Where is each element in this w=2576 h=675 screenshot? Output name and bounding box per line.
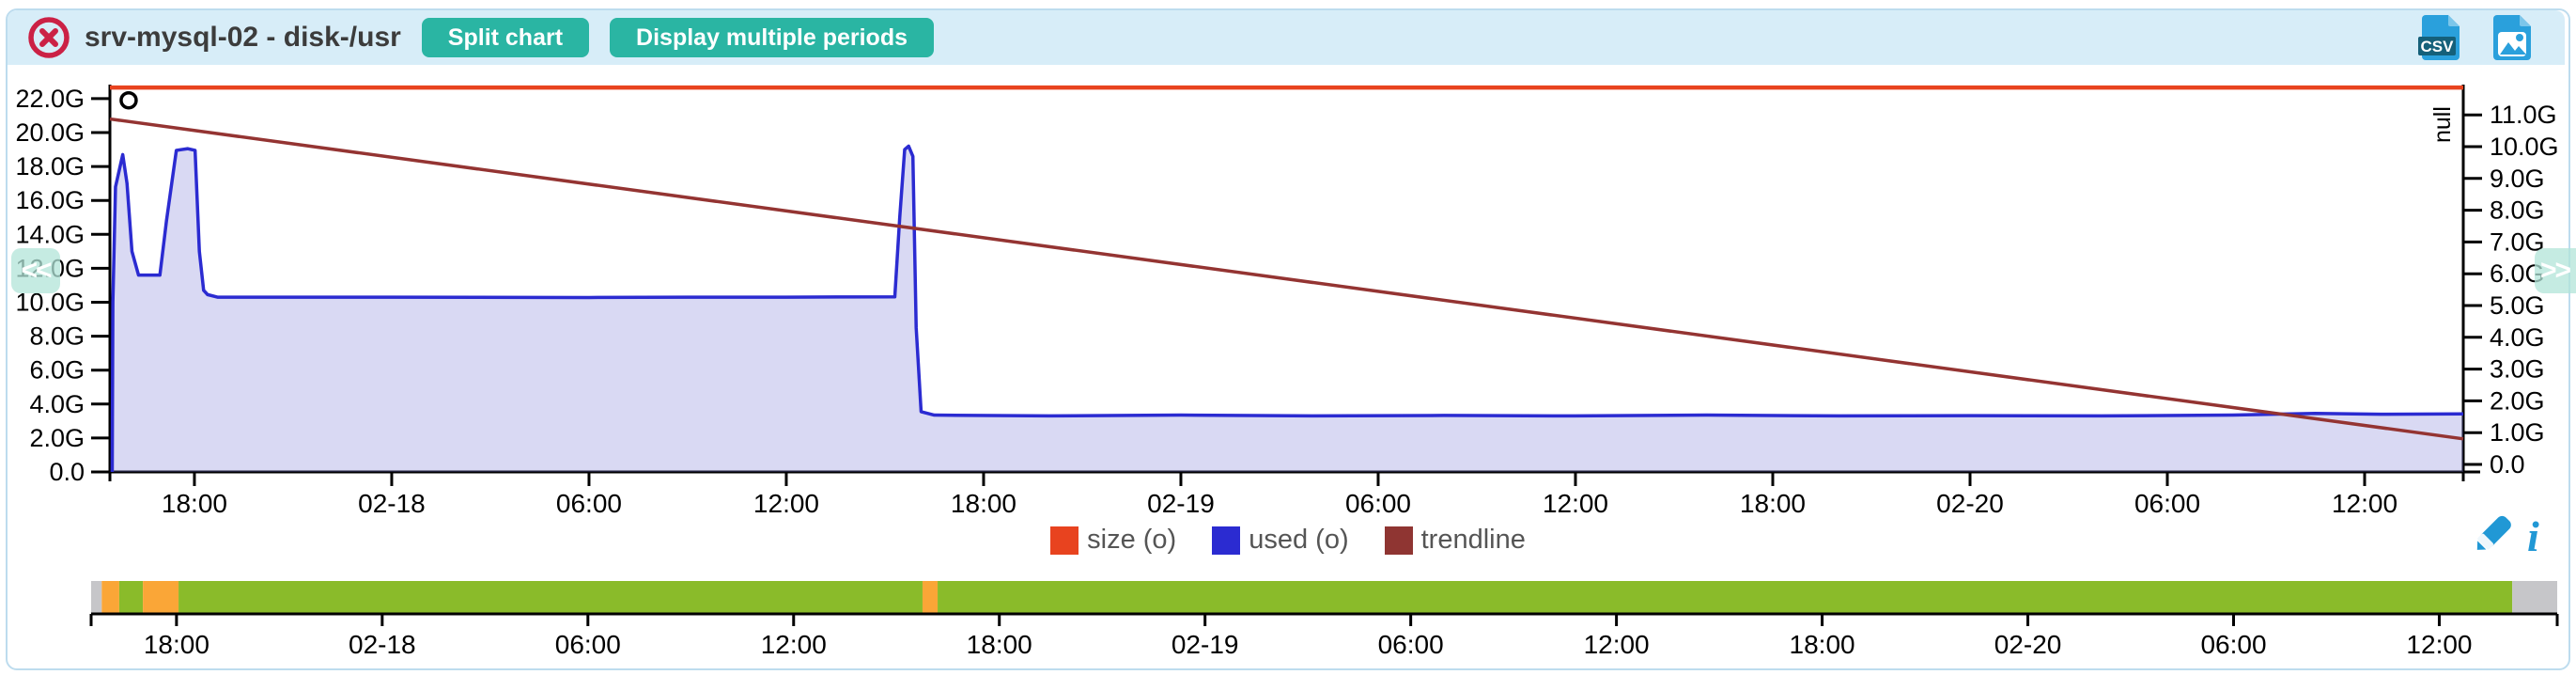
graph-panel [6,8,2570,670]
y-axis-left: 0.02.0G4.0G6.0G8.0G10.0G12.0G14.0G16.0G1… [15,85,110,486]
svg-text:18:00: 18:00 [1790,630,1855,659]
trendline-swatch [1384,526,1413,555]
svg-text:18:00: 18:00 [951,489,1016,518]
svg-text:3.0G: 3.0G [2490,355,2545,384]
display-multiple-periods-button[interactable]: Display multiple periods [610,18,934,57]
svg-text:06:00: 06:00 [2200,630,2266,659]
split-chart-button[interactable]: Split chart [421,18,590,57]
svg-text:2.0G: 2.0G [29,424,85,452]
svg-text:06:00: 06:00 [1378,630,1444,659]
size-legend-label: size (o) [1087,525,1177,555]
svg-text:18:00: 18:00 [967,630,1032,659]
svg-text:8.0G: 8.0G [29,322,85,351]
svg-text:02-20: 02-20 [1936,489,2004,518]
next-period-button[interactable]: >> [2535,248,2576,293]
close-icon[interactable] [26,15,71,60]
right-axis-title: null [2429,106,2456,143]
svg-text:8.0G: 8.0G [2490,196,2545,225]
svg-text:0.0: 0.0 [2490,450,2525,479]
svg-text:6.0G: 6.0G [29,356,85,385]
svg-text:02-18: 02-18 [349,630,416,659]
previous-period-button[interactable]: << [11,248,60,293]
svg-text:06:00: 06:00 [555,630,621,659]
svg-text:12:00: 12:00 [761,630,827,659]
svg-text:10.0G: 10.0G [2490,133,2559,161]
used-swatch [1212,526,1241,555]
export-icons: CSV [2414,11,2538,64]
panel-header: srv-mysql-02 - disk-/usr Split chart Dis… [8,10,2565,65]
svg-text:11.0G: 11.0G [2490,101,2557,129]
legend-item-trendline[interactable]: trendline [1384,525,1526,556]
legend-item-size[interactable]: size (o) [1050,525,1176,556]
svg-text:18.0G: 18.0G [15,152,85,181]
svg-text:16.0G: 16.0G [15,186,85,214]
legend-item-used[interactable]: used (o) [1212,525,1349,556]
trendline-legend-label: trendline [1420,525,1526,555]
info-icon[interactable]: i [2525,513,2546,557]
svg-text:06:00: 06:00 [1345,489,1411,518]
svg-text:02-19: 02-19 [1172,630,1239,659]
chart-legend: size (o) used (o) trendline [0,525,2576,556]
svg-text:02-19: 02-19 [1147,489,1215,518]
svg-text:12:00: 12:00 [1543,489,1608,518]
svg-text:06:00: 06:00 [2134,489,2200,518]
svg-text:12:00: 12:00 [2406,630,2472,659]
graph-action-icons: i [2471,513,2546,557]
svg-text:18:00: 18:00 [144,630,209,659]
null-marker [119,90,138,110]
edit-pencil-icon[interactable] [2471,513,2512,557]
svg-text:20.0G: 20.0G [15,118,85,147]
svg-text:4.0G: 4.0G [2490,323,2545,352]
svg-text:12:00: 12:00 [753,489,819,518]
image-export-icon[interactable] [2486,11,2538,64]
svg-text:02-18: 02-18 [358,489,426,518]
status-timeline[interactable]: 18:00 02-18 06:00 12:00 18:00 02-19 06:00 12:00… [89,581,2559,659]
svg-text:12:00: 12:00 [1584,630,1650,659]
used-legend-label: used (o) [1249,525,1349,555]
svg-text:9.0G: 9.0G [2490,165,2545,193]
svg-text:18:00: 18:00 [1740,489,1806,518]
csv-export-icon[interactable]: CSV [2414,11,2467,64]
svg-text:1.0G: 1.0G [2490,418,2545,447]
size-swatch [1050,526,1079,555]
svg-text:12:00: 12:00 [2332,489,2398,518]
svg-text:06:00: 06:00 [556,489,622,518]
svg-text:2.0G: 2.0G [2490,386,2545,415]
svg-text:0.0: 0.0 [49,458,85,486]
graph-title: srv-mysql-02 - disk-/usr [85,22,401,53]
series-used [110,144,2464,473]
svg-text:i: i [2527,513,2539,557]
svg-text:02-20: 02-20 [1994,630,2062,659]
svg-text:CSV: CSV [2421,38,2455,55]
svg-text:4.0G: 4.0G [29,390,85,418]
svg-text:22.0G: 22.0G [15,85,85,113]
svg-text:14.0G: 14.0G [15,220,85,248]
x-axis: 18:00 02-18 06:00 12:00 18:00 02-19 06:00 12:00… [162,472,2398,518]
svg-text:5.0G: 5.0G [2490,291,2545,320]
svg-text:18:00: 18:00 [162,489,227,518]
y-axis-right: 0.01.0G2.0G3.0G4.0G5.0G6.0G7.0G8.0G9.0G1… [2429,101,2559,479]
series-trendline [109,117,2464,441]
